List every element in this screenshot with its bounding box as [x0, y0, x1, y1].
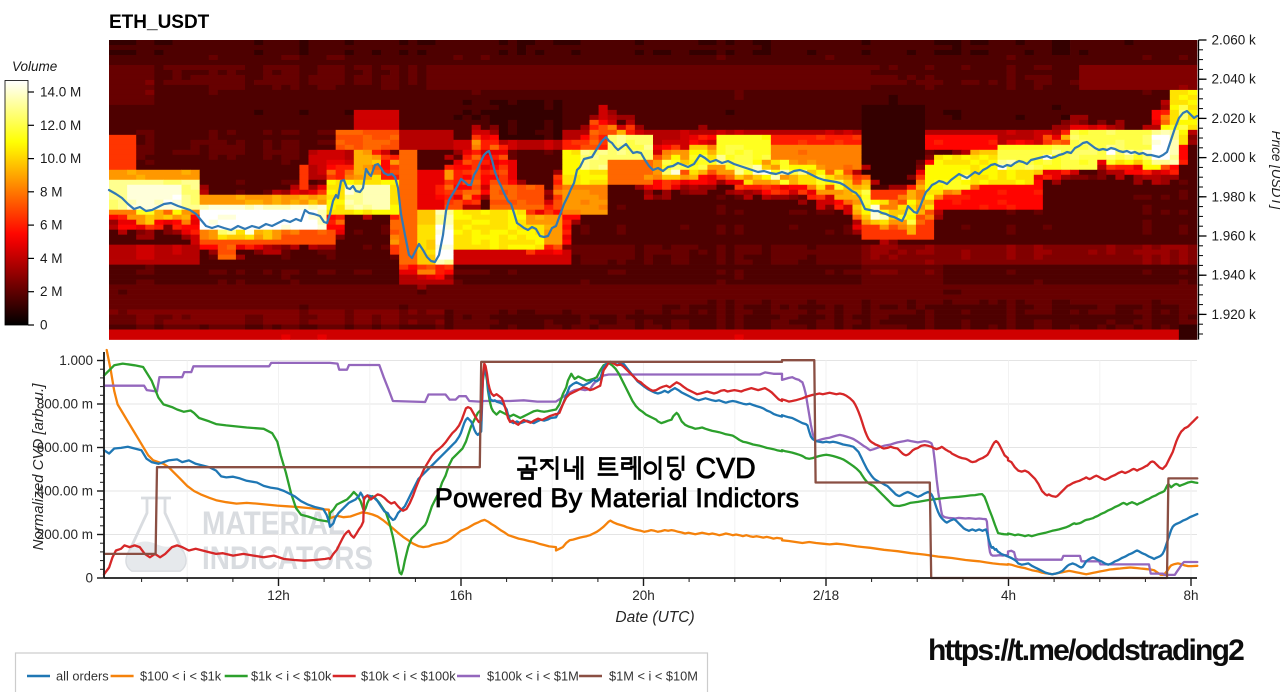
svg-text:10.0 M: 10.0 M [40, 151, 81, 166]
svg-text:2 M: 2 M [40, 284, 63, 299]
svg-text:1.980 k: 1.980 k [1212, 189, 1257, 204]
svg-text:$100 < i < $1k: $100 < i < $1k [140, 669, 222, 684]
svg-text:2.060 k: 2.060 k [1212, 33, 1257, 48]
svg-text:all orders: all orders [56, 669, 109, 684]
svg-text:0: 0 [40, 318, 48, 333]
svg-text:14.0 M: 14.0 M [40, 85, 81, 100]
svg-text:2.000 k: 2.000 k [1212, 150, 1257, 165]
svg-text:200.00 m: 200.00 m [37, 527, 93, 542]
svg-text:https://t.me/oddstrading2: https://t.me/oddstrading2 [928, 634, 1244, 667]
svg-text:CVD: CVD [696, 453, 756, 485]
svg-text:16h: 16h [450, 588, 473, 603]
svg-text:2.020 k: 2.020 k [1212, 111, 1257, 126]
svg-text:20h: 20h [632, 588, 655, 603]
svg-text:400.00 m: 400.00 m [37, 484, 93, 499]
svg-text:1.000: 1.000 [59, 353, 93, 368]
svg-text:4h: 4h [1001, 588, 1016, 603]
svg-text:Price [USDT]: Price [USDT] [1269, 131, 1280, 211]
svg-text:1.960 k: 1.960 k [1212, 229, 1257, 244]
svg-text:Date (UTC): Date (UTC) [615, 609, 694, 626]
svg-text:8h: 8h [1183, 588, 1198, 603]
svg-text:Volume: Volume [12, 59, 57, 74]
svg-text:INDICATORS: INDICATORS [202, 540, 373, 576]
svg-text:Normalized CVD [arb. u.]: Normalized CVD [arb. u.] [30, 383, 47, 551]
svg-text:2/18: 2/18 [813, 588, 839, 603]
svg-text:$10k < i < $100k: $10k < i < $100k [361, 669, 456, 684]
svg-text:0: 0 [85, 571, 93, 586]
svg-text:6 M: 6 M [40, 218, 63, 233]
svg-text:1.940 k: 1.940 k [1212, 268, 1257, 283]
svg-text:4 M: 4 M [40, 251, 63, 266]
svg-text:800.00 m: 800.00 m [37, 397, 93, 412]
svg-text:MATERIAL: MATERIAL [202, 505, 345, 541]
svg-text:12h: 12h [267, 588, 290, 603]
svg-text:ETH_USDT: ETH_USDT [109, 12, 210, 33]
svg-text:$1M < i < $10M: $1M < i < $10M [609, 669, 698, 684]
svg-text:600.00 m: 600.00 m [37, 440, 93, 455]
svg-text:12.0 M: 12.0 M [40, 118, 81, 133]
svg-text:8 M: 8 M [40, 184, 63, 199]
svg-text:2.040 k: 2.040 k [1212, 72, 1257, 87]
svg-text:1.920 k: 1.920 k [1212, 307, 1257, 322]
svg-text:$100k < i < $1M: $100k < i < $1M [487, 669, 579, 684]
svg-text:Powered By Material Indictors: Powered By Material Indictors [435, 483, 799, 513]
svg-text:$1k < i < $10k: $1k < i < $10k [251, 669, 332, 684]
